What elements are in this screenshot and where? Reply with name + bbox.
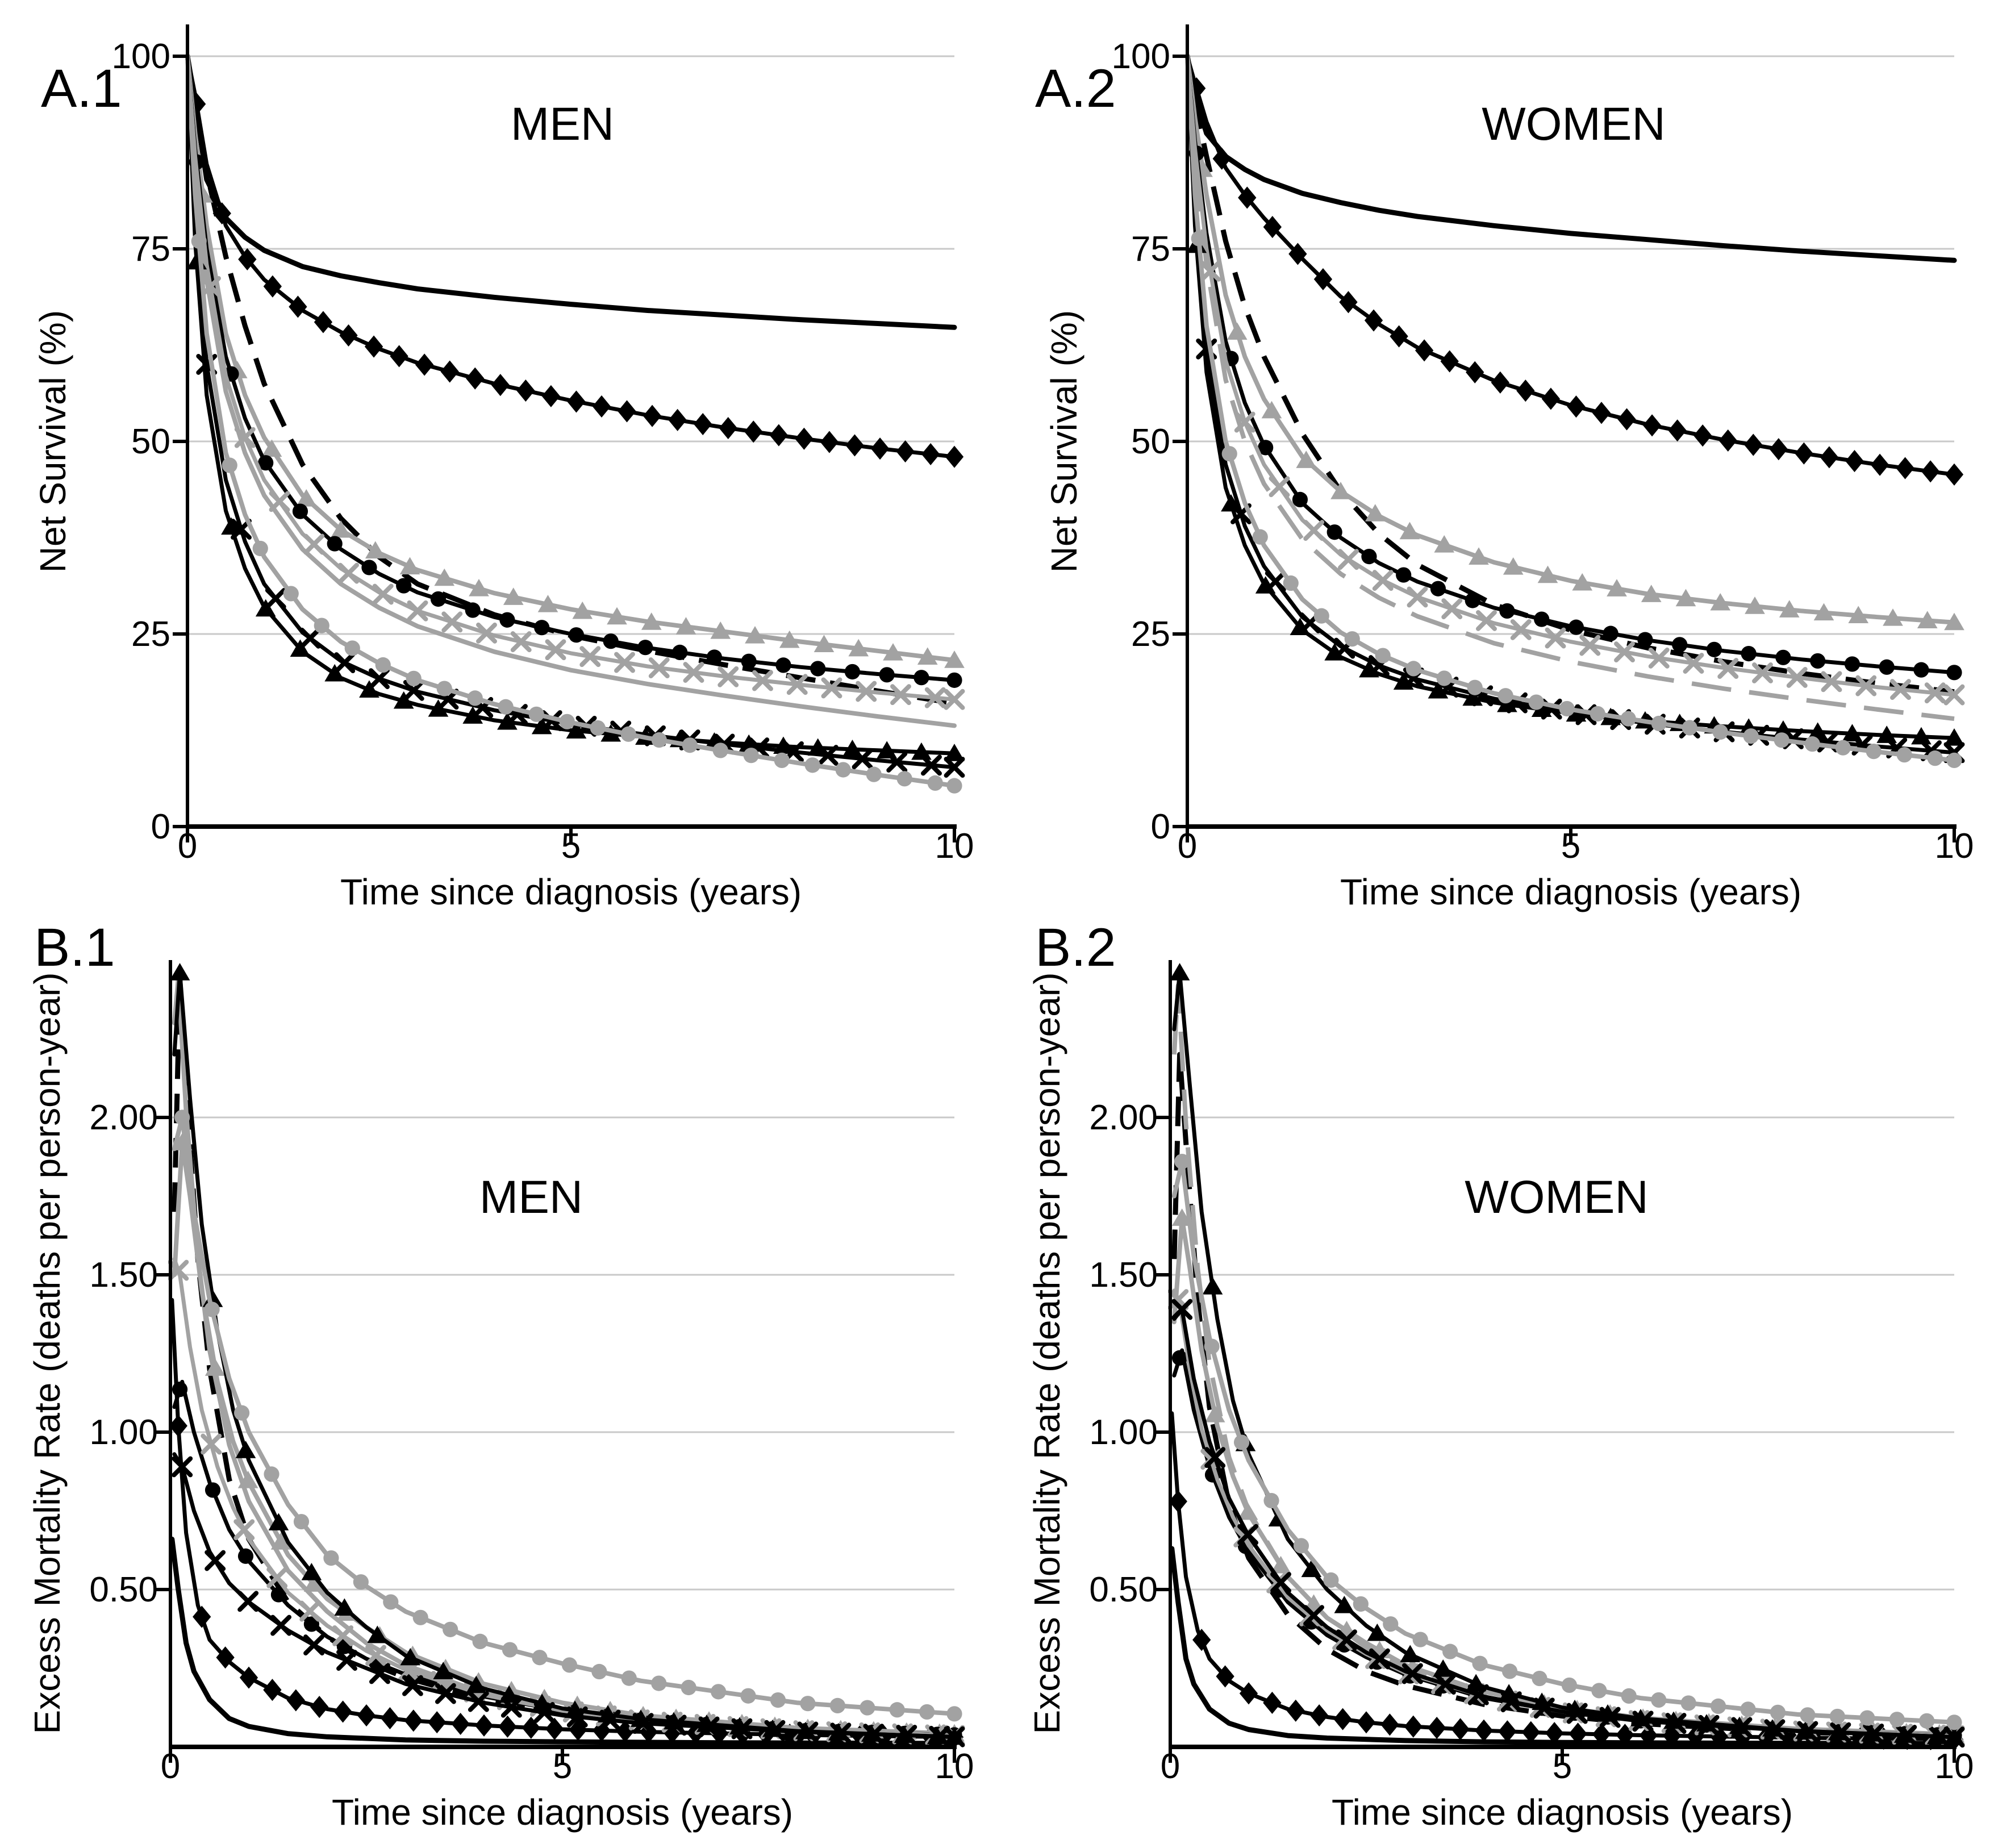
panel-b1-tag: B.1 <box>34 917 115 978</box>
a2-y-axis-title: Net Survival (%) <box>1044 310 1084 573</box>
a1-x-axis-title: Time since diagnosis (years) <box>340 871 802 912</box>
b1-xtick-0: 0 <box>161 1747 180 1786</box>
b2-ytick-050: 0.50 <box>1089 1570 1158 1609</box>
panel-b1: B.1 MEN Excess Mortality Rate (deaths pe… <box>27 917 974 1833</box>
panel-b2-title: WOMEN <box>1465 1171 1648 1223</box>
a1-ytick-0: 0 <box>151 807 170 846</box>
a2-ytick-100: 100 <box>1112 37 1170 76</box>
b2-ytick-100: 1.00 <box>1089 1413 1158 1452</box>
a1-ytick-100: 100 <box>112 37 170 76</box>
a2-xtick-10: 10 <box>1935 827 1974 866</box>
a1-y-axis-title: Net Survival (%) <box>32 310 73 573</box>
b1-xtick-10: 10 <box>935 1747 974 1786</box>
a1-xtick-5: 5 <box>561 827 581 866</box>
a1-xtick-0: 0 <box>178 827 197 866</box>
a1-xtick-10: 10 <box>935 827 974 866</box>
b1-ytick-200: 2.00 <box>89 1098 158 1137</box>
panel-b2: B.2 WOMEN Excess Mortality Rate (deaths … <box>1027 917 1974 1833</box>
a2-x-axis-title: Time since diagnosis (years) <box>1340 871 1801 912</box>
b2-xtick-10: 10 <box>1935 1747 1974 1786</box>
panel-a1-tag: A.1 <box>41 59 122 119</box>
b1-ytick-100: 1.00 <box>89 1413 158 1452</box>
b2-xtick-5: 5 <box>1553 1747 1572 1786</box>
a2-xtick-5: 5 <box>1561 827 1580 866</box>
b1-plot-area <box>156 960 965 1763</box>
panel-b2-tag: B.2 <box>1035 917 1116 978</box>
panel-b1-title: MEN <box>479 1171 583 1223</box>
b2-xtick-0: 0 <box>1161 1747 1180 1786</box>
panel-a1-title: MEN <box>511 98 614 150</box>
b1-y-axis-title: Excess Mortality Rate (deaths per person… <box>27 973 68 1734</box>
b1-xtick-5: 5 <box>553 1747 572 1786</box>
b1-ytick-050: 0.50 <box>89 1570 158 1609</box>
b1-x-axis-title: Time since diagnosis (years) <box>332 1792 793 1833</box>
a1-ytick-75: 75 <box>131 230 170 269</box>
panel-a2-title: WOMEN <box>1482 98 1665 150</box>
a2-ytick-50: 50 <box>1131 422 1170 461</box>
b2-ytick-200: 2.00 <box>1089 1098 1158 1137</box>
a1-ytick-25: 25 <box>131 615 170 654</box>
b2-y-axis-title: Excess Mortality Rate (deaths per person… <box>1027 973 1067 1734</box>
b1-ytick-150: 1.50 <box>89 1255 158 1295</box>
a1-plot-area <box>173 24 965 842</box>
a2-xtick-0: 0 <box>1178 827 1197 866</box>
panel-a1: A.1 MEN Net Survival (%) Time since diag… <box>32 24 974 912</box>
b2-x-axis-title: Time since diagnosis (years) <box>1332 1792 1793 1833</box>
b2-plot-area <box>1155 960 1965 1763</box>
a2-ytick-75: 75 <box>1131 230 1170 269</box>
a2-ytick-0: 0 <box>1151 807 1170 846</box>
panel-a2: A.2 WOMEN Net Survival (%) Time since di… <box>1035 24 1974 912</box>
a2-ytick-25: 25 <box>1131 615 1170 654</box>
panel-a2-tag: A.2 <box>1035 59 1116 119</box>
b2-ytick-150: 1.50 <box>1089 1255 1158 1295</box>
a2-plot-area <box>1173 24 1965 842</box>
a1-ytick-50: 50 <box>131 422 170 461</box>
